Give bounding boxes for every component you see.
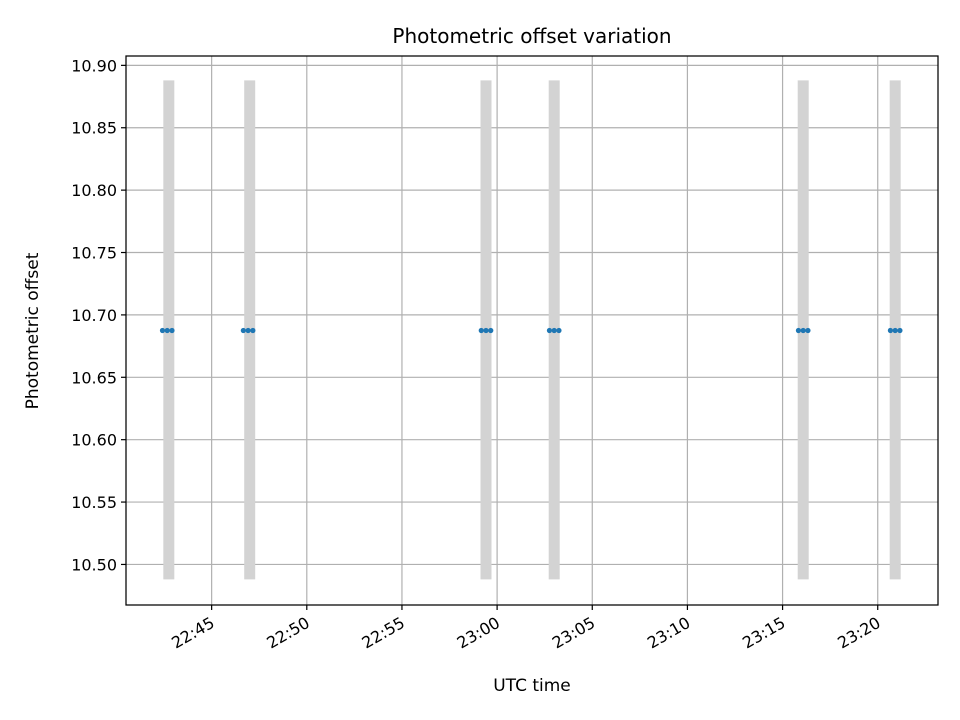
- y-tick-label: 10.85: [71, 119, 117, 138]
- y-tick-label: 10.65: [71, 368, 117, 387]
- y-tick-label: 10.75: [71, 244, 117, 263]
- data-point: [800, 327, 806, 334]
- data-point: [887, 327, 894, 334]
- data-point: [546, 327, 553, 334]
- chart-title: Photometric offset variation: [392, 24, 671, 48]
- data-point: [483, 327, 489, 334]
- y-tick-label: 10.70: [71, 306, 117, 325]
- data-point: [805, 327, 811, 334]
- y-tick-label: 10.90: [71, 56, 117, 75]
- data-point: [164, 327, 170, 334]
- y-axis-label: Photometric offset: [23, 252, 43, 409]
- plot-frame: [125, 55, 939, 606]
- y-tick-label: 10.50: [71, 555, 117, 574]
- data-point: [892, 327, 898, 334]
- y-tick-label: 10.60: [71, 431, 117, 450]
- y-tick-label: 10.55: [71, 493, 117, 512]
- data-point: [478, 327, 484, 334]
- y-tick-label: 10.80: [71, 181, 117, 200]
- x-axis-label: UTC time: [493, 676, 571, 696]
- data-point: [556, 327, 562, 334]
- data-point: [488, 327, 494, 334]
- data-point: [551, 327, 557, 334]
- data-points: [159, 327, 903, 334]
- data-point: [897, 327, 903, 334]
- data-point: [245, 327, 251, 334]
- data-point: [250, 327, 256, 334]
- data-point: [159, 327, 166, 334]
- y-axis-ticks: 10.50 10.55 10.60 10.65 10.70 10.75 10.80 10.85…: [71, 56, 126, 574]
- data-point: [795, 327, 802, 334]
- data-point: [240, 327, 246, 334]
- data-point: [169, 327, 175, 334]
